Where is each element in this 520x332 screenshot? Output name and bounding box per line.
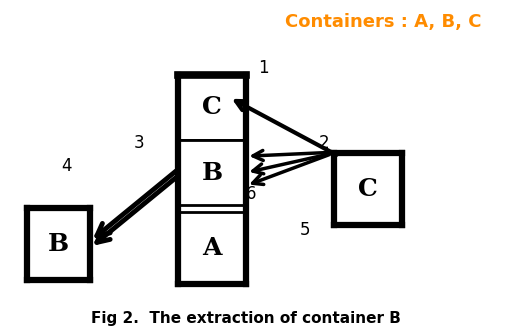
Text: C: C [202, 95, 222, 119]
Text: 1: 1 [258, 59, 269, 77]
Bar [178, 75, 246, 140]
Text: B: B [48, 232, 69, 256]
Text: B: B [202, 161, 223, 185]
Text: 4: 4 [61, 157, 71, 175]
Text: 6: 6 [246, 185, 256, 203]
Bar [334, 153, 402, 225]
Text: C: C [358, 177, 378, 201]
Text: 5: 5 [300, 221, 310, 239]
Text: Containers : A, B, C: Containers : A, B, C [285, 13, 482, 31]
Text: 2: 2 [319, 134, 330, 152]
Text: A: A [202, 236, 222, 260]
Bar [27, 208, 90, 280]
Text: Fig 2.  The extraction of container B: Fig 2. The extraction of container B [92, 311, 401, 326]
Bar [178, 212, 246, 284]
Text: 3: 3 [134, 134, 145, 152]
Bar [178, 140, 246, 205]
